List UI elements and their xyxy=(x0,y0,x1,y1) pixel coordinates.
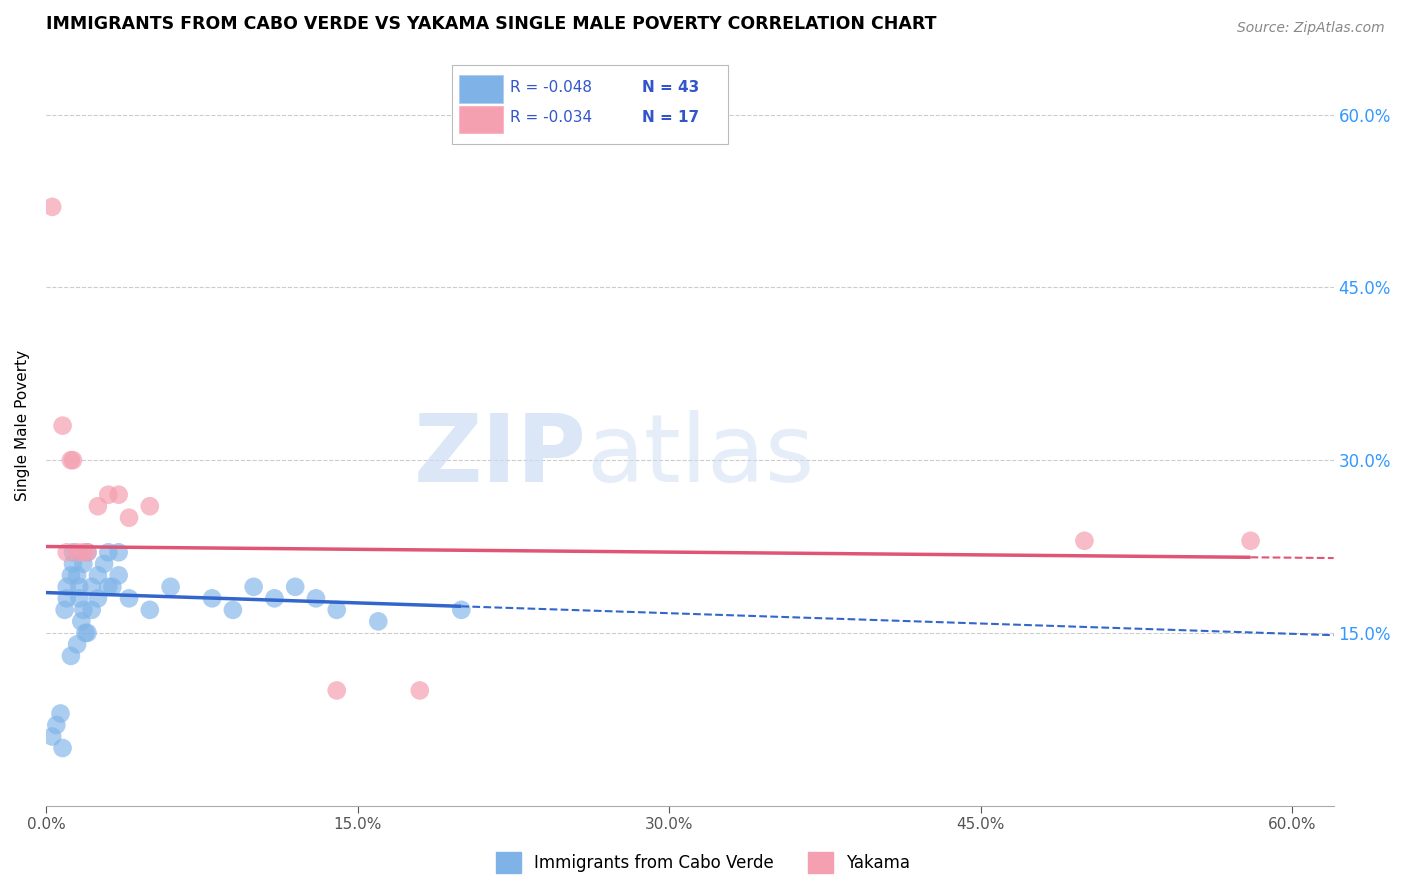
Point xyxy=(367,615,389,629)
Text: N = 17: N = 17 xyxy=(643,111,699,126)
Point xyxy=(97,580,120,594)
Point xyxy=(325,683,347,698)
Point xyxy=(159,580,181,594)
Point xyxy=(97,545,120,559)
Point xyxy=(66,545,89,559)
Point xyxy=(107,488,129,502)
Point xyxy=(59,453,82,467)
Text: N = 43: N = 43 xyxy=(643,80,699,95)
Point xyxy=(70,615,93,629)
Point xyxy=(62,545,84,559)
Point xyxy=(80,603,103,617)
Point xyxy=(201,591,224,606)
Point xyxy=(41,200,63,214)
Point xyxy=(55,591,77,606)
Text: atlas: atlas xyxy=(586,410,815,502)
Point xyxy=(53,603,76,617)
Legend: Immigrants from Cabo Verde, Yakama: Immigrants from Cabo Verde, Yakama xyxy=(489,846,917,880)
Point xyxy=(87,568,110,582)
Point xyxy=(305,591,328,606)
Point xyxy=(222,603,245,617)
Point xyxy=(139,500,162,514)
Point xyxy=(76,545,98,559)
Point xyxy=(67,591,90,606)
Point xyxy=(72,603,94,617)
Point xyxy=(55,545,77,559)
Point xyxy=(87,500,110,514)
Point xyxy=(139,603,162,617)
Point xyxy=(66,568,89,582)
Point xyxy=(66,637,89,651)
Point xyxy=(93,557,115,571)
FancyBboxPatch shape xyxy=(460,75,503,103)
Point xyxy=(76,626,98,640)
Point xyxy=(409,683,432,698)
Point xyxy=(118,510,141,524)
Point xyxy=(101,580,124,594)
Point xyxy=(62,557,84,571)
Point xyxy=(72,557,94,571)
Point xyxy=(45,718,67,732)
Point xyxy=(107,568,129,582)
FancyBboxPatch shape xyxy=(451,64,728,145)
Point xyxy=(72,545,94,559)
Point xyxy=(80,580,103,594)
FancyBboxPatch shape xyxy=(460,105,503,133)
Point xyxy=(67,580,90,594)
Point xyxy=(62,453,84,467)
Point xyxy=(76,545,98,559)
Point xyxy=(284,580,307,594)
Point xyxy=(55,580,77,594)
Point xyxy=(52,741,75,756)
Point xyxy=(97,488,120,502)
Point xyxy=(263,591,285,606)
Point xyxy=(59,648,82,663)
Point xyxy=(325,603,347,617)
Point xyxy=(75,626,97,640)
Point xyxy=(118,591,141,606)
Point xyxy=(59,568,82,582)
Text: Source: ZipAtlas.com: Source: ZipAtlas.com xyxy=(1237,21,1385,35)
Text: IMMIGRANTS FROM CABO VERDE VS YAKAMA SINGLE MALE POVERTY CORRELATION CHART: IMMIGRANTS FROM CABO VERDE VS YAKAMA SIN… xyxy=(46,15,936,33)
Point xyxy=(41,730,63,744)
Point xyxy=(1073,533,1095,548)
Text: R = -0.034: R = -0.034 xyxy=(509,111,592,126)
Point xyxy=(107,545,129,559)
Point xyxy=(242,580,264,594)
Y-axis label: Single Male Poverty: Single Male Poverty xyxy=(15,350,30,501)
Text: ZIP: ZIP xyxy=(413,410,586,502)
Point xyxy=(450,603,472,617)
Text: R = -0.048: R = -0.048 xyxy=(509,80,592,95)
Point xyxy=(49,706,72,721)
Point xyxy=(52,418,75,433)
Point xyxy=(1239,533,1261,548)
Point xyxy=(87,591,110,606)
